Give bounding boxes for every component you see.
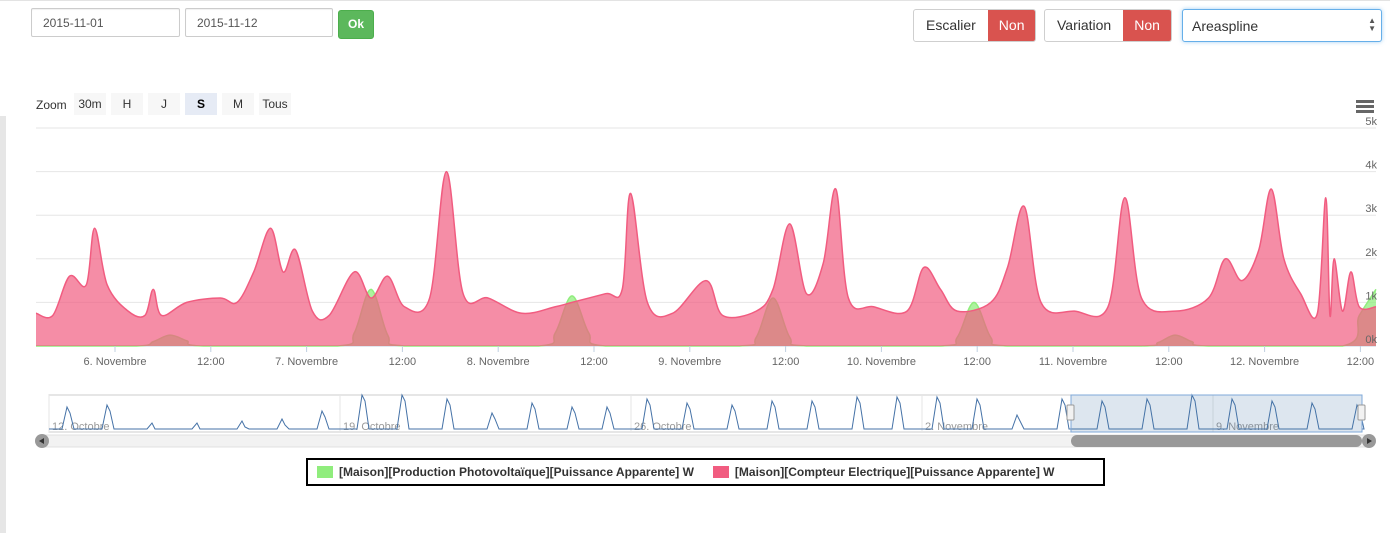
- escalier-label: Escalier: [926, 17, 976, 33]
- navigator-left-handle: [1066, 404, 1075, 421]
- scroll-left-chevron-icon: [39, 438, 44, 444]
- x-tick-label: 8. Novembre: [467, 356, 530, 368]
- navigator: 12. Octobre 19. Octobre 26. Octobre 2. Nove…: [35, 393, 1376, 448]
- x-tick-label: 12:00: [1155, 356, 1183, 368]
- y-tick-label: 4k: [1365, 160, 1377, 172]
- x-tick-label: 12:00: [197, 356, 225, 368]
- date-from-input[interactable]: 2015-11-01: [31, 8, 180, 37]
- x-tick-label: 11. Novembre: [1039, 356, 1107, 368]
- variation-toggle[interactable]: Variation Non: [1044, 9, 1172, 42]
- legend: [Maison][Production Photovoltaïque][Puis…: [306, 458, 1105, 486]
- legend-label-production: [Maison][Production Photovoltaïque][Puis…: [339, 465, 694, 479]
- x-tick-label: 12:00: [389, 356, 417, 368]
- x-tick-label: 12:00: [963, 356, 991, 368]
- chart-type-selected-value: Areaspline: [1192, 18, 1259, 34]
- zoom-button-j[interactable]: J: [148, 93, 180, 115]
- y-tick-label: 3k: [1365, 203, 1377, 215]
- zoom-label: Zoom: [36, 98, 67, 112]
- legend-item-production[interactable]: [Maison][Production Photovoltaïque][Puis…: [317, 465, 694, 479]
- series-area-compteur: [36, 171, 1376, 346]
- x-tick-label: 12:00: [580, 356, 608, 368]
- scroll-right-chevron-icon: [1367, 438, 1372, 444]
- chart-menu-icon[interactable]: [1356, 100, 1374, 113]
- ok-button[interactable]: Ok: [338, 10, 374, 39]
- y-tick-label: 5k: [1365, 116, 1377, 128]
- legend-swatch-production: [317, 466, 333, 478]
- escalier-toggle[interactable]: Escalier Non: [913, 9, 1037, 42]
- navigator-label: 19. Octobre: [343, 421, 400, 433]
- legend-item-compteur[interactable]: [Maison][Compteur Electrique][Puissance …: [712, 465, 1055, 479]
- navigator-label: 26. Octobre: [634, 421, 691, 433]
- series-line-compteur: [35, 170, 1377, 321]
- zoom-button-30m[interactable]: 30m: [74, 93, 106, 115]
- navigator-right-handle: [1357, 404, 1366, 421]
- x-tick-label: 12. Novembre: [1230, 356, 1299, 368]
- y-tick-label: 2k: [1365, 247, 1377, 259]
- navigator-frame: [48, 394, 1363, 433]
- x-axis-ticks: 6. Novembre 12:00 7. Novembre 12:00 8. Novem…: [84, 346, 1375, 368]
- x-tick-label: 7. Novembre: [275, 356, 338, 368]
- zoom-button-h[interactable]: H: [111, 93, 143, 115]
- legend-swatch-compteur: [712, 466, 729, 478]
- x-tick-label: 12:00: [772, 356, 800, 368]
- variation-value-button[interactable]: Non: [1123, 10, 1171, 41]
- top-border: [0, 0, 1390, 1]
- y-tick-label: 1k: [1365, 290, 1377, 302]
- variation-label: Variation: [1057, 17, 1112, 33]
- x-tick-label: 12:00: [1347, 356, 1375, 368]
- legend-label-compteur: [Maison][Compteur Electrique][Puissance …: [734, 465, 1055, 479]
- zoom-button-tous[interactable]: Tous: [259, 93, 291, 115]
- zoom-button-s[interactable]: S: [185, 93, 217, 115]
- date-to-input[interactable]: 2015-11-12: [185, 8, 333, 37]
- navigator-label: 9. Novembre: [1216, 421, 1279, 433]
- zoom-button-m[interactable]: M: [222, 93, 254, 115]
- select-arrows-icon: ▲ ▼: [1368, 16, 1376, 33]
- x-tick-label: 6. Novembre: [84, 356, 147, 368]
- escalier-value-button[interactable]: Non: [987, 10, 1036, 41]
- x-tick-label: 10. Novembre: [847, 356, 916, 368]
- series-areas: [35, 170, 1377, 347]
- navigator-scrollbar-thumb: [1071, 435, 1362, 447]
- navigator-label: 12. Octobre: [52, 421, 109, 433]
- left-scroll-edge: [0, 116, 6, 533]
- navigator-selection: [1070, 394, 1363, 433]
- navigator-label: 2. Novembre: [925, 421, 988, 433]
- y-tick-label: 0k: [1365, 334, 1377, 346]
- chart-type-select[interactable]: Areaspline ▲ ▼: [1182, 9, 1382, 42]
- navigator-series-line: [49, 393, 1365, 430]
- y-axis-ticks: 0k 1k 2k 3k 4k 5k: [1365, 116, 1377, 346]
- x-tick-label: 9. Novembre: [658, 356, 721, 368]
